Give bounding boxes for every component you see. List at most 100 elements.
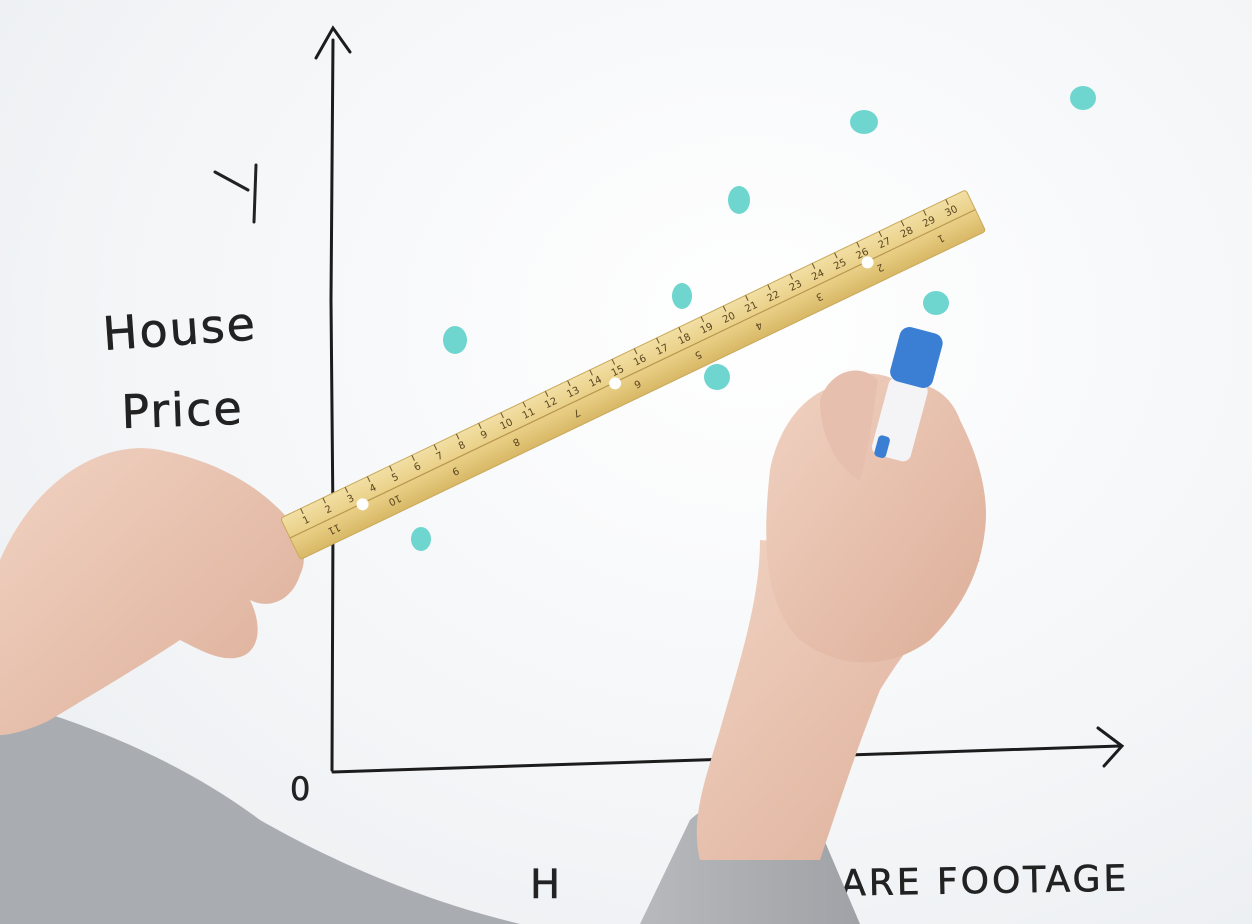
marker-pen-cap — [890, 327, 943, 388]
ruler-number-top: 27 — [877, 236, 893, 251]
ruler-tick — [455, 433, 460, 440]
ruler-number-top: 23 — [788, 278, 804, 293]
ruler-number-top: 11 — [521, 406, 537, 421]
ruler-number-top: 25 — [832, 257, 848, 272]
data-point — [850, 110, 878, 134]
ruler-tick — [789, 273, 794, 280]
left-hand — [0, 448, 304, 735]
ruler-tick — [722, 305, 727, 312]
ruler-number-top: 28 — [899, 225, 915, 240]
ruler-number-top: 29 — [921, 215, 937, 230]
ruler-tick — [611, 359, 616, 365]
ruler-tick — [633, 348, 638, 355]
right-hand — [766, 373, 986, 663]
ruler-number-top: 9 — [479, 429, 490, 442]
ruler-tick — [656, 337, 660, 344]
ruler-number-top: 20 — [721, 310, 737, 325]
x-axis-label-right: UARE FOOTAGE — [811, 858, 1129, 905]
ruler-tick — [700, 316, 705, 323]
ruler-tick — [478, 423, 482, 429]
data-points — [411, 86, 1096, 551]
ruler-number-bottom: 2 — [875, 261, 886, 274]
ruler-number-top: 10 — [499, 417, 515, 432]
ruler-tick — [411, 455, 415, 461]
ruler-number-bottom: 10 — [386, 492, 402, 507]
ruler-number-top: 14 — [588, 374, 604, 389]
ruler-number-bottom: 8 — [511, 435, 522, 448]
ruler-tick — [433, 444, 438, 451]
ruler-tick — [811, 263, 816, 270]
ruler-tick — [767, 284, 771, 291]
ruler-number-bottom: 3 — [814, 290, 825, 303]
ruler-number-top: 19 — [699, 321, 715, 336]
data-point — [672, 283, 692, 309]
y-axis-arrow — [314, 25, 352, 60]
ruler-tick — [344, 486, 349, 493]
ruler-tick — [900, 220, 905, 227]
ruler-number-top: 8 — [457, 440, 468, 453]
ruler-number-top: 24 — [810, 268, 826, 283]
ruler-number-bottom: 1 — [935, 232, 946, 245]
ruler-number-top: 4 — [368, 482, 379, 495]
origin-label: 0 — [290, 770, 310, 808]
ruler-tick — [389, 465, 393, 472]
ruler-tick — [366, 476, 371, 483]
marker-pen — [871, 327, 943, 462]
ruler-number-top: 18 — [677, 332, 693, 347]
ruler-number-top: 21 — [743, 300, 759, 315]
ruler-number-top: 17 — [654, 342, 670, 357]
ruler-number-top: 5 — [390, 472, 401, 485]
ruler-tick — [500, 412, 504, 419]
ruler-number-bottom: 4 — [753, 319, 764, 332]
y-axis-label-house: House — [101, 296, 259, 361]
ruler-number-top: 16 — [632, 353, 648, 368]
data-point — [443, 326, 467, 354]
ruler-tick — [945, 199, 949, 206]
x-axis-arrow — [1096, 726, 1125, 768]
data-point — [1070, 86, 1096, 110]
ruler-hole — [609, 377, 622, 390]
ruler-tick — [856, 241, 860, 248]
ruler-tick — [589, 369, 593, 376]
ruler-number-top: 22 — [765, 289, 781, 304]
ruler-number-top: 15 — [610, 364, 626, 379]
y-axis-label-price: Price — [120, 381, 244, 439]
ruler-tick — [834, 252, 838, 259]
ruler-tick — [678, 327, 682, 333]
ruler-hole — [861, 256, 874, 269]
ruler-number-bottom: 11 — [326, 521, 342, 536]
ruler-number-top: 1 — [301, 514, 312, 527]
ruler-number-bottom: 9 — [450, 464, 461, 477]
ruler-tick — [322, 497, 326, 504]
ruler-number-top: 12 — [543, 396, 559, 411]
ruler-number-top: 2 — [323, 504, 334, 517]
ruler: 1234567891011121314151617181920212223242… — [280, 190, 986, 560]
ruler-number-top: 13 — [565, 385, 581, 400]
right-fingers — [820, 370, 878, 480]
ruler-number-top: 3 — [346, 493, 357, 506]
x-axis-label-left: H — [530, 862, 560, 908]
ruler-number-bottom: 5 — [693, 348, 704, 361]
left-sleeve — [0, 700, 520, 924]
ruler-tick — [544, 391, 549, 397]
ruler-tick — [567, 380, 571, 387]
data-point — [923, 291, 949, 315]
ruler-number-top: 30 — [943, 204, 959, 219]
ruler-body — [280, 190, 986, 560]
ruler-number-top: 7 — [435, 450, 446, 463]
data-point — [411, 527, 431, 551]
ruler-tick — [300, 508, 304, 515]
ruler-number-top: 6 — [412, 461, 423, 474]
ruler-ticks: 1234567891011121314151617181920212223242… — [300, 199, 960, 536]
ruler-number-bottom: 6 — [632, 377, 643, 390]
ruler-hole — [356, 498, 369, 511]
ruler-tick — [878, 231, 883, 238]
ruler-number-bottom: 7 — [571, 406, 582, 419]
y-axis-letter-y — [213, 163, 258, 224]
ruler-tick — [745, 295, 749, 301]
data-point — [704, 364, 730, 390]
ruler-tick — [923, 209, 927, 216]
ruler-tick — [522, 401, 527, 408]
